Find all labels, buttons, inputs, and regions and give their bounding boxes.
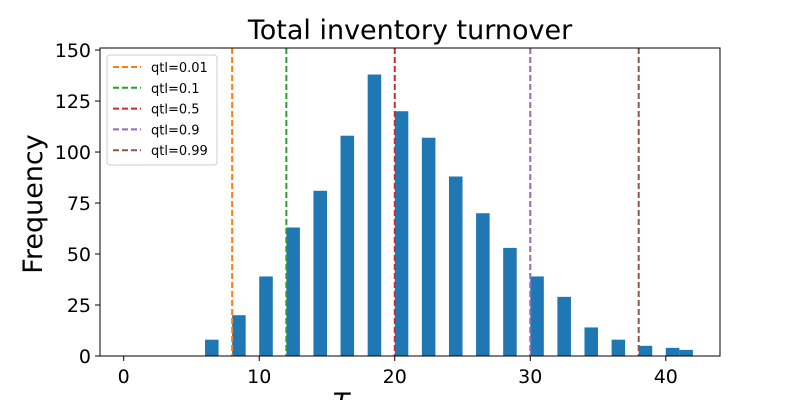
histogram-bar — [476, 213, 490, 356]
y-tick-label: 50 — [67, 244, 91, 266]
histogram-bar — [638, 345, 653, 356]
histogram-bar — [611, 339, 626, 356]
histogram-bar — [232, 315, 246, 356]
histogram-bar — [584, 327, 599, 356]
histogram-bar — [394, 111, 409, 357]
legend-label: qtl=0.1 — [151, 82, 200, 97]
legend-label: qtl=0.01 — [151, 61, 208, 76]
histogram-bar — [259, 276, 273, 356]
y-tick-label: 25 — [67, 295, 91, 317]
histogram-bar — [503, 247, 517, 356]
histogram-bar — [205, 339, 219, 356]
histogram-bar — [421, 137, 436, 356]
x-tick-label: 30 — [518, 366, 542, 388]
x-tick-label: 10 — [247, 366, 271, 388]
histogram-bar — [367, 74, 382, 357]
y-tick-label: 75 — [67, 193, 91, 215]
chart-title: Total inventory turnover — [247, 15, 573, 46]
x-tick-label: 40 — [654, 366, 678, 388]
histogram-bar — [530, 276, 544, 356]
legend-label: qtl=0.99 — [151, 144, 208, 159]
legend-box — [106, 54, 218, 166]
histogram-bar — [557, 296, 571, 356]
y-axis-label: Frequency — [18, 134, 49, 274]
histogram-bar — [448, 176, 463, 356]
legend-label: qtl=0.9 — [151, 123, 200, 138]
y-tick-label: 0 — [79, 346, 91, 368]
histogram-bar — [286, 227, 300, 356]
plot-frame — [99, 47, 721, 357]
x-tick-label: 20 — [383, 366, 407, 388]
y-tick-label: 125 — [55, 91, 91, 113]
histogram-bar — [665, 347, 680, 356]
legend-label: qtl=0.5 — [151, 103, 200, 118]
y-tick-label: 100 — [55, 142, 91, 164]
x-axis-label: T — [333, 388, 352, 400]
histogram-bar — [679, 349, 693, 356]
legend: qtl=0.01 qtl=0.1 qtl=0.5 qtl=0.9 qtl=0.99 — [106, 54, 218, 166]
y-tick-label: 150 — [55, 40, 91, 62]
histogram-bar — [313, 190, 327, 356]
histogram-bar — [340, 135, 355, 356]
x-tick-label: 0 — [118, 366, 130, 388]
